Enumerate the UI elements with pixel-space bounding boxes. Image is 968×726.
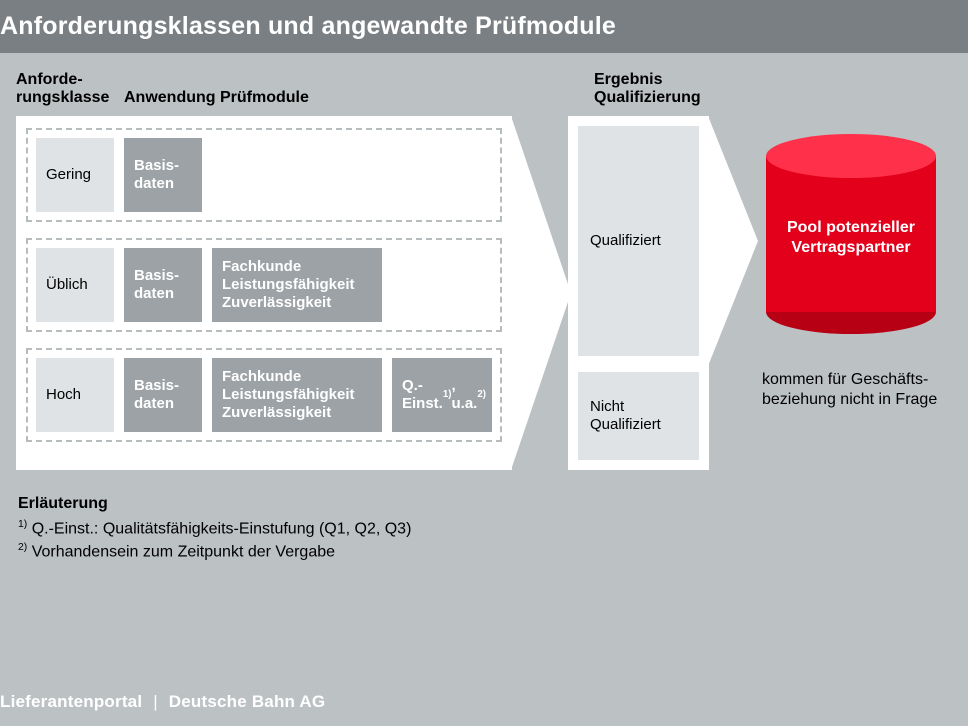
header-result-l1: Ergebnis (594, 71, 662, 88)
footer-left: Lieferantenportal (0, 692, 142, 711)
right-column: Pool potenziellerVertragspartner kommen … (762, 116, 952, 470)
footer-divider: | (147, 692, 164, 711)
pool-cylinder: Pool potenziellerVertragspartner (766, 134, 936, 334)
result-qualified: Qualifiziert (578, 126, 699, 356)
module-cell-basis: Basis-daten (124, 138, 202, 212)
content-area: Anforde- rungsklasse Anwendung Prüfmodul… (0, 53, 968, 564)
header-result: Ergebnis Qualifizierung (594, 71, 734, 108)
modules-panel: GeringBasis-datenÜblichBasis-datenFachku… (16, 116, 512, 470)
results-panel: Qualifiziert NichtQualifiziert (568, 116, 709, 470)
module-cell-q: Q.-Einst.1),u.a.2) (392, 358, 492, 432)
column-headers: Anforde- rungsklasse Anwendung Prüfmodul… (16, 71, 952, 108)
module-cell-flz: FachkundeLeistungsfähigkeitZuverlässigke… (212, 248, 382, 322)
result-qualified-label: Qualifiziert (590, 232, 661, 250)
header-level: Anforde- rungsklasse (16, 71, 124, 108)
footer: Lieferantenportal | Deutsche Bahn AG (0, 692, 325, 712)
arrow-shape-1 (511, 116, 571, 470)
explanation-line-2: 2) Vorhandensein zum Zeitpunkt der Verga… (18, 540, 952, 564)
module-cell-basis: Basis-daten (124, 358, 202, 432)
title-bar: Anforderungsklassen und angewandte Prüfm… (0, 0, 968, 53)
cylinder-label: Pool potenziellerVertragspartner (766, 218, 936, 258)
arrow-to-result (512, 116, 568, 470)
result-not-qualified: NichtQualifiziert (578, 372, 699, 460)
module-cell-flz: FachkundeLeistungsfähigkeitZuverlässigke… (212, 358, 382, 432)
level-cell: Üblich (36, 248, 114, 322)
level-cell: Hoch (36, 358, 114, 432)
module-row: GeringBasis-daten (26, 128, 502, 222)
header-result-l2: Qualifizierung (594, 89, 701, 106)
module-row: HochBasis-datenFachkundeLeistungsfähigke… (26, 348, 502, 442)
module-row: ÜblichBasis-datenFachkundeLeistungsfähig… (26, 238, 502, 332)
level-cell: Gering (36, 138, 114, 212)
explanation-heading: Erläuterung (18, 492, 952, 515)
header-modules: Anwendung Prüfmodule (124, 71, 504, 108)
explanation-block: Erläuterung 1) Q.-Einst.: Qualitätsfähig… (16, 492, 952, 564)
arrow-shape-2 (708, 116, 758, 366)
result-not-qualified-label: NichtQualifiziert (590, 398, 661, 434)
module-cell-basis: Basis-daten (124, 248, 202, 322)
page-title: Anforderungsklassen und angewandte Prüfm… (0, 12, 616, 40)
cylinder-top (766, 134, 936, 178)
header-level-l1: Anforde- (16, 71, 83, 88)
header-level-l2: rungsklasse (16, 89, 109, 106)
explanation-line-1: 1) Q.-Einst.: Qualitätsfähigkeits-Einstu… (18, 517, 952, 541)
arrow-to-pool (709, 116, 756, 470)
footer-right: Deutsche Bahn AG (169, 692, 326, 711)
diagram-stage: GeringBasis-datenÜblichBasis-datenFachku… (16, 116, 952, 470)
not-qualified-note: kommen für Geschäfts-beziehung nicht in … (762, 370, 952, 410)
